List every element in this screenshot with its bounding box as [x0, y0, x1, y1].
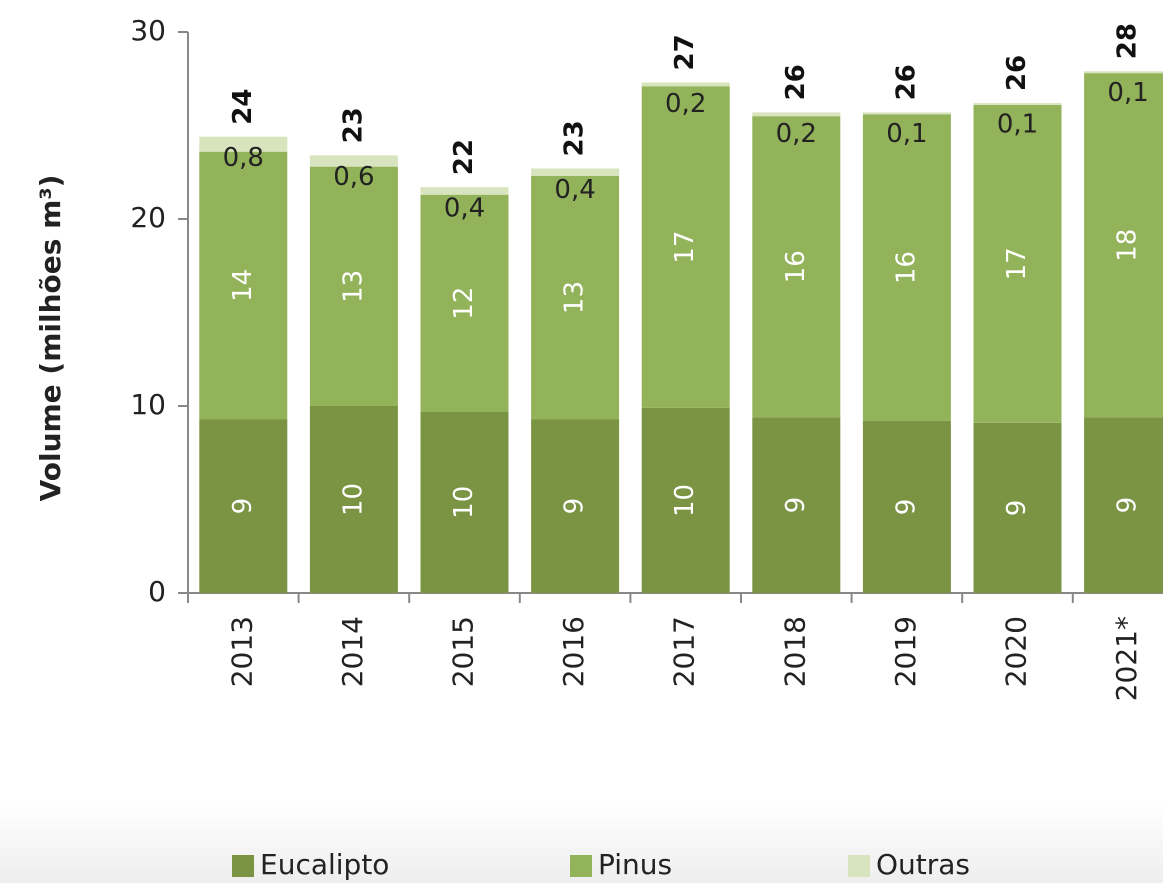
x-tick-label: 2016	[557, 616, 590, 687]
y-axis-title: Volume (milhões m³)	[34, 175, 67, 502]
bar-segment	[420, 411, 509, 593]
legend-swatch	[232, 855, 254, 877]
data-label: 10	[338, 483, 368, 516]
legend-swatch	[848, 855, 870, 877]
legend-label: Eucalipto	[260, 848, 389, 881]
data-label: 9	[560, 498, 590, 515]
bar-segment	[862, 114, 951, 421]
legend-label: Pinus	[598, 848, 672, 881]
data-label: 9	[228, 498, 258, 515]
data-label: 0,4	[554, 175, 595, 205]
data-label: 0,6	[333, 162, 374, 192]
data-label: 14	[228, 269, 258, 302]
bar-segment	[1084, 71, 1163, 74]
total-label: 23	[560, 120, 590, 156]
x-tick-label: 2014	[336, 616, 369, 687]
total-label: 22	[449, 139, 479, 175]
total-label: 23	[338, 107, 368, 143]
total-label: 26	[891, 64, 921, 100]
bar-segment	[199, 419, 288, 593]
data-label: 17	[670, 231, 700, 264]
data-label: 10	[449, 486, 479, 519]
bar-segment	[973, 422, 1062, 593]
bar-segment	[1084, 73, 1163, 418]
y-tick-label: 30	[130, 14, 166, 47]
data-label: 0,8	[223, 143, 264, 173]
x-tick-label: 2015	[447, 616, 480, 687]
data-label: 13	[338, 270, 368, 303]
bar-segment	[309, 155, 398, 167]
data-label: 0,4	[444, 194, 485, 224]
data-label: 9	[1002, 500, 1032, 517]
bar-segment	[973, 104, 1062, 423]
y-tick-label: 10	[130, 388, 166, 421]
x-tick-label: 2021*	[1110, 616, 1143, 701]
bar-segment	[641, 407, 730, 593]
bar-segment	[641, 86, 730, 408]
x-tick-label: 2013	[225, 616, 258, 687]
data-label: 9	[1113, 497, 1143, 514]
data-label: 17	[1002, 247, 1032, 280]
bar-segment	[420, 187, 509, 195]
data-label: 18	[1113, 229, 1143, 262]
legend-swatch	[570, 855, 592, 877]
bar-segment	[309, 166, 398, 406]
data-label: 10	[670, 484, 700, 517]
data-label: 0,1	[997, 110, 1038, 140]
bar-segment	[752, 112, 841, 117]
bar-segment	[420, 194, 509, 412]
bar-segment	[752, 417, 841, 593]
bar-segment	[309, 406, 398, 593]
y-tick-label: 20	[130, 201, 166, 234]
data-label: 12	[449, 287, 479, 320]
bar-segment	[641, 82, 730, 87]
x-tick-label: 2020	[1000, 616, 1033, 687]
total-label: 26	[1002, 55, 1032, 91]
bar-segment	[531, 419, 620, 593]
data-label: 0,1	[886, 119, 927, 149]
bar-segment	[973, 103, 1062, 105]
bar-segment	[199, 136, 288, 152]
y-tick-label: 0	[148, 575, 166, 608]
data-label: 16	[781, 250, 811, 283]
bar-segment	[752, 116, 841, 418]
data-label: 9	[781, 497, 811, 514]
total-label: 28	[1113, 23, 1143, 59]
bar-segment	[199, 151, 288, 420]
bar-segment	[531, 175, 620, 420]
total-label: 27	[670, 34, 700, 70]
data-label: 0,2	[776, 119, 817, 149]
data-label: 0,2	[665, 89, 706, 119]
x-tick-label: 2019	[889, 616, 922, 687]
total-label: 26	[781, 64, 811, 100]
data-label: 0,1	[1107, 78, 1148, 108]
data-label: 9	[891, 499, 921, 516]
x-tick-label: 2018	[778, 616, 811, 687]
bar-segment	[531, 168, 620, 176]
bar-segment	[1084, 417, 1163, 593]
data-label: 13	[560, 281, 590, 314]
data-label: 16	[891, 251, 921, 284]
legend-label: Outras	[876, 848, 970, 881]
total-label: 24	[228, 89, 258, 125]
bar-segment	[862, 112, 951, 115]
x-tick-label: 2017	[668, 616, 701, 687]
bar-segment	[862, 420, 951, 593]
